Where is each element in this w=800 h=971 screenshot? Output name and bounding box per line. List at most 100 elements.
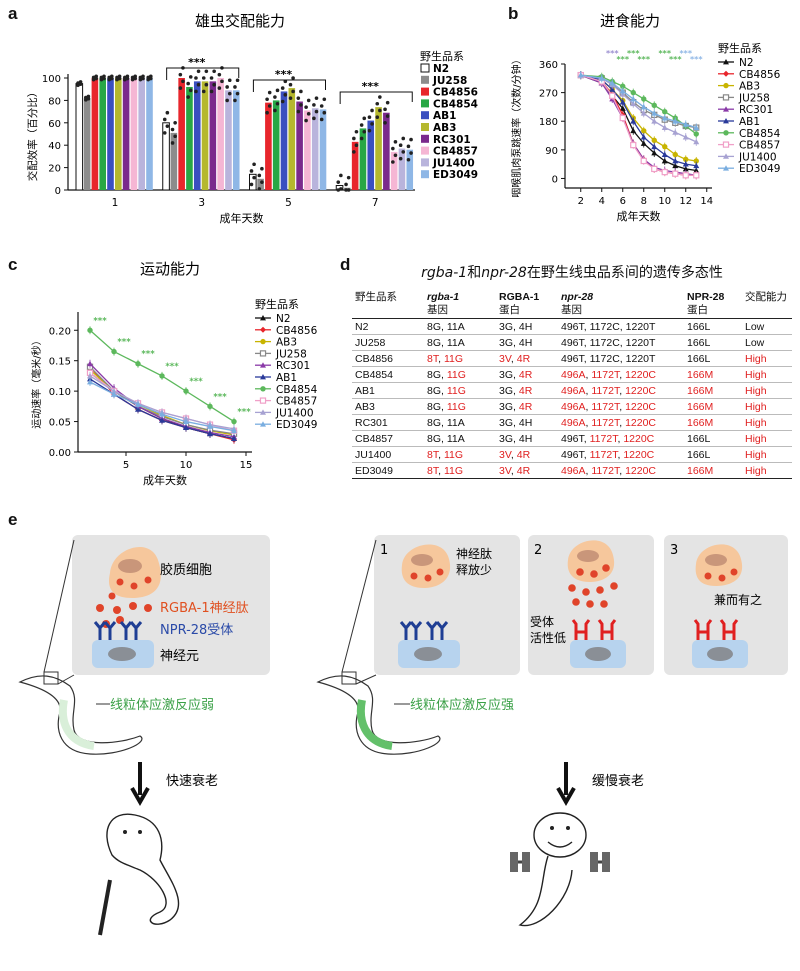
chart-b-point	[609, 92, 616, 99]
chart-a-sig-2: ***	[275, 68, 293, 81]
table-title-gene1: rgba-1	[421, 265, 468, 281]
chart-a-dot	[170, 127, 175, 132]
chart-a-dot	[209, 89, 214, 94]
chart-b-point	[609, 86, 616, 92]
chart-a-ytick-label: 60	[48, 119, 61, 130]
cell-mating: High	[742, 430, 792, 447]
npr28-gene-a: 496A	[561, 368, 586, 381]
chart-a-dot	[406, 144, 411, 149]
chart-a-dot	[86, 94, 91, 99]
chart-a-bar	[296, 101, 303, 190]
chart-b-point	[630, 89, 636, 96]
chart-b-point	[619, 105, 626, 111]
chart-a-dot	[201, 76, 206, 80]
chart-a-dot	[249, 169, 254, 173]
cell-rgba1-gene: 8G, 11G	[424, 382, 496, 399]
old-worm-eye	[138, 830, 142, 834]
header-npr28-gene: npr-28 基因	[558, 290, 684, 319]
chart-a-dot	[312, 116, 316, 121]
chart-a-bar	[217, 78, 224, 190]
chart-b-title: 进食能力	[600, 12, 660, 30]
slow-aging-label: 缓慢衰老	[592, 773, 644, 789]
chart-c-sig: ***	[117, 338, 131, 348]
chart-c-legend-label: RC301	[276, 360, 310, 372]
chart-a-dot	[260, 180, 264, 184]
chart-a-dot	[378, 95, 382, 99]
chart-a-ytick-label: 80	[48, 96, 61, 107]
chart-a-legend-title: 野生品系	[420, 49, 464, 63]
chart-b-point	[661, 115, 668, 121]
npr28-gene-a: 496T	[561, 320, 584, 333]
chart-b-point	[598, 75, 605, 81]
chart-b-point	[682, 161, 689, 167]
cell-rgba1-protein: 3V, 4R	[496, 350, 558, 367]
cell-npr28-gene: 496A, 1172T, 1220C	[558, 366, 684, 383]
table-title-and: 和	[467, 265, 482, 281]
table-row: AB1 8G, 11G 3G, 4R 496A, 1172T, 1220C 166M Hi…	[352, 382, 792, 399]
old-worm-cane	[98, 879, 112, 936]
chart-b-legend-marker	[723, 118, 729, 124]
chart-a-xtick-label: 7	[372, 197, 379, 209]
neuron-nucleus	[585, 647, 611, 661]
panel-letter-c: c	[8, 255, 18, 274]
npr28-gene-a: 496A	[561, 464, 586, 477]
chart-a-legend-label: ED3049	[433, 169, 478, 181]
chart-a-legend-label: AB3	[433, 122, 456, 134]
rgba1-protein-a: 3G	[499, 336, 514, 349]
chart-a-dot	[235, 78, 240, 83]
chart-a-dot	[196, 69, 201, 74]
rgba1-protein-b: 4H	[518, 432, 533, 445]
chart-a-dot	[291, 76, 295, 80]
chart-c-point	[207, 423, 213, 429]
chart-a-dot	[260, 166, 264, 171]
chart-b-point	[619, 99, 626, 105]
neuropeptide-dot	[586, 600, 594, 608]
npr28-gene-a: 496T	[561, 352, 584, 365]
chart-b-point	[682, 121, 689, 127]
chart-a-dot	[362, 116, 367, 121]
chart-c-legend-label: AB3	[276, 337, 297, 349]
rgba1-gene-b: 11A	[446, 336, 465, 349]
chart-b-sig: ***	[669, 55, 682, 64]
chart-a-dot	[186, 95, 190, 99]
zoom-line	[57, 674, 75, 685]
chart-c-sig: ***	[213, 392, 227, 402]
chart-a-bar	[170, 132, 178, 190]
chart-a-bar	[390, 151, 398, 190]
chart-a-dot	[188, 75, 193, 79]
chart-c-legend-marker	[260, 374, 266, 380]
cell-strain: CB4856	[352, 350, 424, 367]
chart-b-legend-marker	[722, 141, 730, 148]
rgba1-gene-a: 8G	[427, 432, 442, 445]
chart-a-legend-swatch	[421, 123, 429, 131]
cell-rgba1-protein: 3G, 4R	[496, 366, 558, 383]
chart-a-bar	[201, 81, 209, 190]
chart-c-sig: ***	[141, 350, 155, 360]
rgba1-gene-b: 11G	[443, 352, 464, 365]
mating-ability: High	[745, 400, 767, 413]
npr28-gene-c: 1220C	[623, 432, 655, 445]
rgba1-protein-a: 3V	[499, 448, 511, 461]
chart-a-bar	[304, 110, 311, 190]
chart-a-dot	[178, 86, 183, 90]
happy-worm-eye	[566, 826, 570, 830]
neuropeptide-dot	[704, 572, 712, 580]
chart-a-dot	[267, 104, 272, 108]
chart-a-dot	[204, 82, 209, 87]
cell-rgba1-protein: 3G, 4H	[496, 414, 558, 431]
chart-a-dot	[383, 121, 387, 125]
chart-a-dot	[283, 93, 288, 97]
chart-b-ytick-label: 90	[545, 146, 558, 157]
chart-b-xtick-label: 12	[679, 196, 692, 207]
cell-rgba1-protein: 3G, 4H	[496, 318, 558, 335]
chart-a-bar	[138, 78, 145, 190]
mating-ability: High	[745, 448, 767, 461]
npr28-gene-b: 1172T	[591, 368, 620, 381]
chart-a-legend-swatch	[421, 87, 429, 96]
neuropeptide-dot	[144, 604, 152, 612]
header-npr28-gene-bottom: 基因	[561, 304, 582, 316]
neuropeptide-dot	[129, 602, 137, 610]
arrow-slow	[556, 762, 576, 807]
rgba1-gene-b: 11A	[446, 432, 465, 445]
